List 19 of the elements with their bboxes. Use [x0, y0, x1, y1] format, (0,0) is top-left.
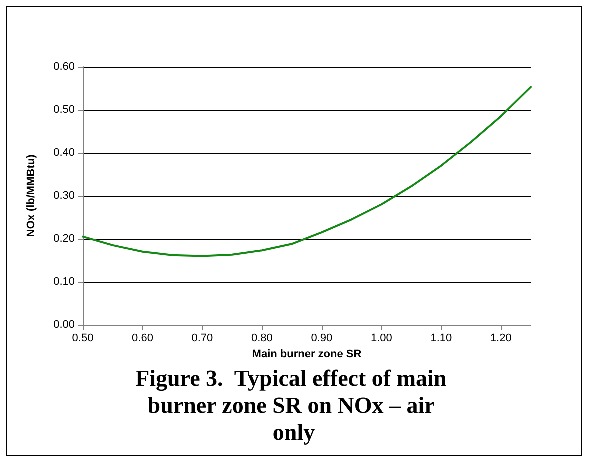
x-tick-label: 1.20 — [490, 332, 512, 344]
y-tick-label: 0.40 — [54, 147, 75, 159]
x-tick-label: 0.50 — [72, 332, 94, 344]
x-axis-title: Main burner zone SR — [252, 348, 362, 360]
x-tick-label: 0.80 — [251, 332, 273, 344]
y-axis-title: NOx (lb/MMBtu) — [26, 154, 38, 238]
y-tick-label: 0.00 — [54, 319, 75, 331]
x-tick-label: 0.60 — [132, 332, 154, 344]
y-tick-label: 0.30 — [54, 190, 75, 202]
y-tick-label: 0.20 — [54, 233, 75, 245]
line-series — [82, 86, 532, 258]
x-tick-label: 1.10 — [430, 332, 452, 344]
x-tick-label: 0.70 — [192, 332, 214, 344]
y-tick-label: 0.10 — [54, 276, 75, 288]
x-tick-label: 0.90 — [311, 332, 333, 344]
y-tick-label: 0.60 — [54, 61, 75, 73]
text: Figure 3. Typical effect of main burner zone SR on NOx – air only — [136, 366, 452, 445]
y-tick-label: 0.50 — [54, 104, 75, 116]
x-tick-label: 1.00 — [370, 332, 392, 344]
